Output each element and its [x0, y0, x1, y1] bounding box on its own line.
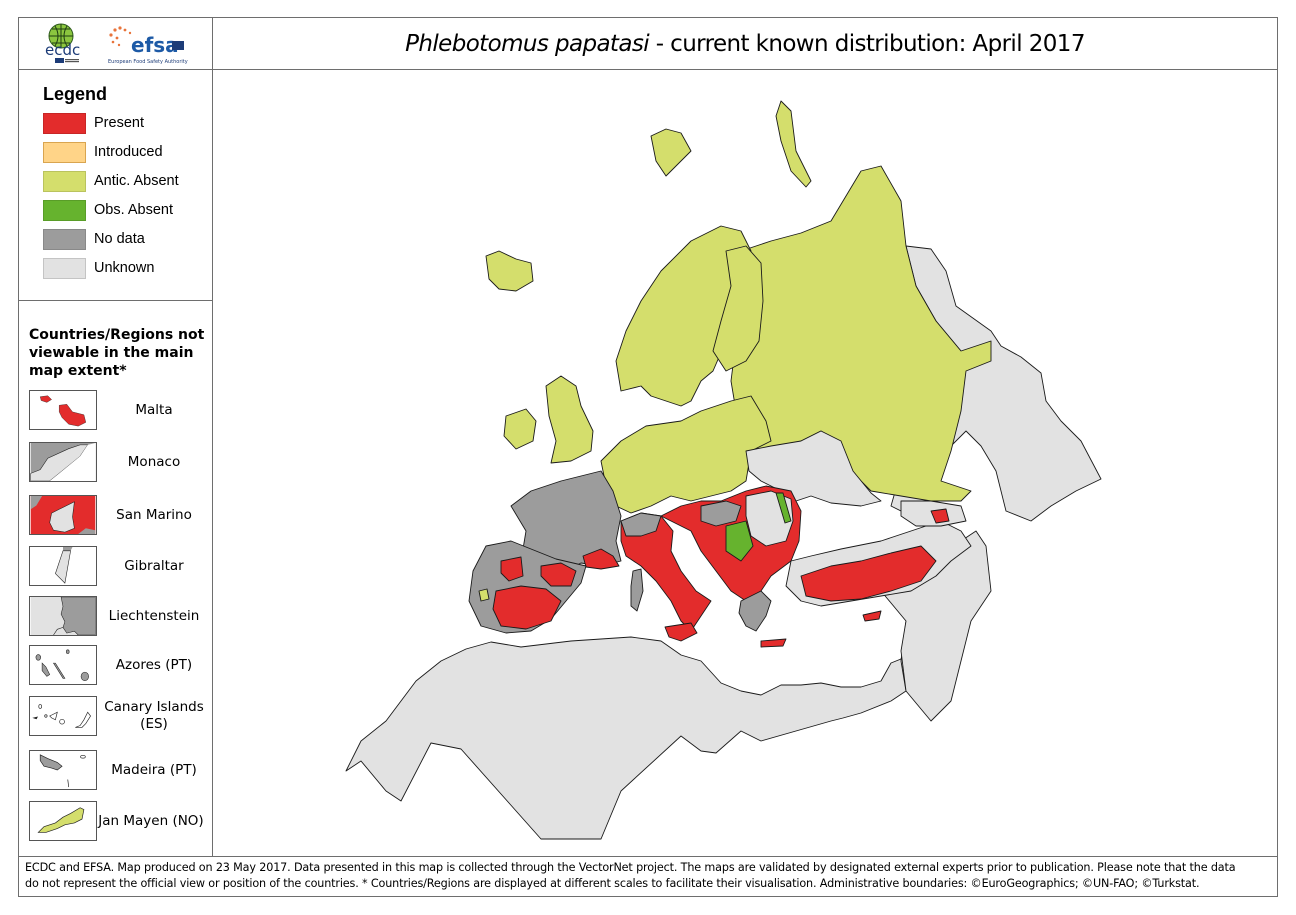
region-uk	[545, 375, 594, 464]
region-romania-obs-absent	[775, 492, 792, 524]
legend-item-present: Present	[43, 112, 144, 134]
map-frame: ecdc efsa European Food Safety Authority…	[18, 17, 1278, 897]
inset-azores: Azores (PT)	[29, 645, 209, 687]
region-sicily	[664, 622, 698, 642]
legend-panel: Legend Present Introduced Antic. Absent …	[19, 70, 213, 856]
region-greece	[738, 590, 772, 632]
liechtenstein-inset-icon	[29, 596, 97, 636]
region-italy-nodata	[620, 512, 662, 537]
region-balkans-obs-absent	[725, 520, 754, 562]
efsa-logo-icon: efsa	[131, 33, 179, 57]
region-italy	[620, 512, 712, 632]
present-swatch-icon	[43, 112, 86, 134]
region-cyprus	[862, 610, 882, 622]
inset-canary-islands: Canary Islands (ES)	[29, 696, 209, 738]
region-iceland	[485, 250, 534, 292]
gibraltar-inset-icon	[29, 546, 97, 586]
region-sardinia	[630, 568, 644, 612]
legend-item-no-data: No data	[43, 228, 145, 250]
inset-malta: Malta	[29, 390, 209, 432]
inset-madeira: Madeira (PT)	[29, 750, 209, 792]
legend-item-antic-absent: Antic. Absent	[43, 170, 179, 192]
no-data-swatch-icon	[43, 228, 86, 250]
region-novaya-zemlya	[775, 100, 812, 188]
inset-monaco: Monaco	[29, 442, 209, 484]
introduced-swatch-icon	[43, 141, 86, 163]
inset-san-marino: San Marino	[29, 495, 209, 537]
main-map[interactable]	[213, 70, 1277, 856]
region-portugal-antic	[478, 588, 490, 602]
map-title: Phlebotomus papatasi - current known dis…	[213, 18, 1277, 70]
jan-mayen-inset-icon	[29, 801, 97, 841]
region-turkey-present	[800, 545, 937, 602]
inset-gibraltar: Gibraltar	[29, 546, 209, 588]
insets-heading: Countries/Regions not viewable in the ma…	[29, 327, 205, 379]
region-ireland	[503, 408, 537, 450]
region-caucasus-present	[930, 508, 950, 524]
region-spain-present-west	[500, 556, 524, 582]
map-footer-credits: ECDC and EFSA. Map produced on 23 May 20…	[19, 856, 1277, 896]
map-title-species: Phlebotomus papatasi	[405, 30, 650, 57]
san-marino-inset-icon	[29, 495, 97, 535]
monaco-inset-icon	[29, 442, 97, 482]
map-title-rest: - current known distribution: April 2017	[649, 30, 1086, 57]
legend-title: Legend	[43, 84, 108, 104]
region-spain-present-south	[492, 585, 562, 630]
region-crete	[760, 638, 787, 648]
obs-absent-swatch-icon	[43, 199, 86, 221]
unknown-swatch-icon	[43, 257, 86, 279]
azores-inset-icon	[29, 645, 97, 685]
region-finland	[712, 245, 764, 372]
ecdc-logo-icon: ecdc efsa European Food Safety Authority	[45, 23, 188, 65]
legend-item-unknown: Unknown	[43, 257, 154, 279]
logo-bar: ecdc efsa European Food Safety Authority	[19, 18, 213, 70]
legend-item-obs-absent: Obs. Absent	[43, 199, 173, 221]
inset-liechtenstein: Liechtenstein	[29, 596, 209, 638]
region-ukraine	[745, 430, 882, 507]
europe-map	[345, 100, 1102, 840]
region-balkans-nodata	[700, 500, 742, 527]
svg-text:ecdc: ecdc	[45, 41, 80, 59]
antic-absent-swatch-icon	[43, 170, 86, 192]
canary-islands-inset-icon	[29, 696, 97, 736]
region-spain-present-east	[540, 562, 577, 587]
legend-item-introduced: Introduced	[43, 141, 163, 163]
region-svalbard	[650, 128, 692, 177]
malta-inset-icon	[29, 390, 97, 430]
inset-jan-mayen: Jan Mayen (NO)	[29, 801, 209, 843]
svg-text:European Food Safety Authority: European Food Safety Authority	[108, 59, 188, 65]
legend-section: Legend Present Introduced Antic. Absent …	[19, 70, 212, 301]
madeira-inset-icon	[29, 750, 97, 790]
